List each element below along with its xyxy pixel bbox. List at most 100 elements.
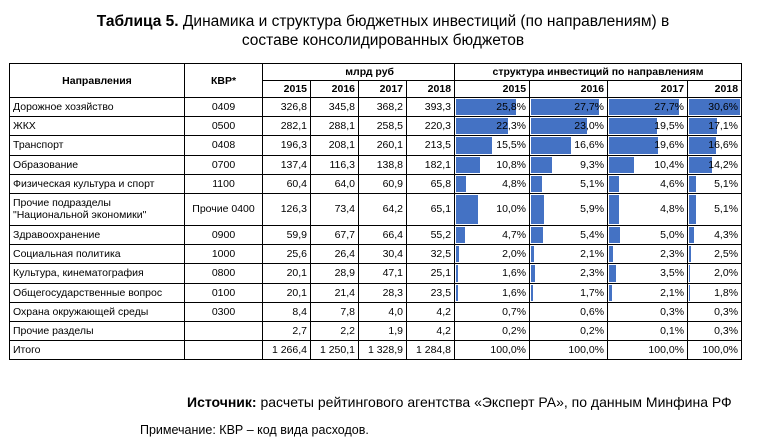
investment-table: Направления КВР* млрд руб структура инве… bbox=[9, 63, 743, 361]
value-cell: 196,3 bbox=[262, 135, 311, 156]
row-kvr: 0100 bbox=[184, 282, 263, 303]
header-share-year-2015: 2015 bbox=[454, 80, 531, 98]
share-bar bbox=[609, 246, 613, 263]
share-value: 19,6% bbox=[654, 139, 685, 152]
table-row: Итого 1 266,4 1 250,1 1 328,9 1 284,8 100,0% 1… bbox=[9, 340, 743, 361]
share-value: 4,8% bbox=[660, 203, 685, 216]
share-bar bbox=[609, 265, 617, 282]
share-value: 5,1% bbox=[580, 177, 605, 190]
row-name: Физическая культура и спорт bbox=[9, 173, 185, 194]
share-cell: 23,0% bbox=[529, 116, 609, 137]
row-kvr: Прочие 0400 bbox=[184, 192, 263, 226]
header-structure: структура инвестиций по направлениям bbox=[454, 63, 743, 81]
table-row: Прочие подразделы "Национальной экономик… bbox=[9, 192, 743, 226]
row-kvr: 0500 bbox=[184, 116, 263, 137]
share-cell: 2,3% bbox=[607, 244, 689, 265]
share-cell: 100,0% bbox=[454, 340, 531, 361]
share-cell: 30,6% bbox=[687, 96, 743, 118]
share-cell: 5,1% bbox=[687, 173, 743, 194]
share-bar bbox=[689, 99, 741, 116]
share-cell: 5,1% bbox=[529, 173, 609, 194]
share-value: 16,6% bbox=[574, 139, 605, 152]
share-bar bbox=[609, 118, 658, 135]
row-kvr: 0800 bbox=[184, 263, 263, 284]
share-cell: 4,7% bbox=[454, 224, 531, 246]
value-cell: 66,4 bbox=[358, 224, 407, 246]
value-cell: 345,8 bbox=[310, 96, 359, 118]
share-bar bbox=[531, 194, 544, 224]
share-bar bbox=[456, 137, 492, 154]
share-cell: 27,7% bbox=[529, 96, 609, 118]
table-row: Культура, кинематография 0800 20,1 28,9 47,1… bbox=[9, 263, 743, 284]
row-name: ЖКХ bbox=[9, 116, 185, 137]
share-value: 5,4% bbox=[580, 229, 605, 242]
share-value: 0,1% bbox=[660, 324, 685, 337]
table-row: Физическая культура и спорт 1100 60,4 64,0 6… bbox=[9, 173, 743, 194]
share-value: 25,8% bbox=[496, 101, 527, 114]
source-note: Источник: расчеты рейтингового агентства… bbox=[187, 394, 732, 410]
row-kvr: 0300 bbox=[184, 301, 263, 322]
share-bar bbox=[531, 118, 587, 135]
value-cell: 393,3 bbox=[405, 96, 456, 118]
share-cell: 4,8% bbox=[454, 173, 531, 194]
value-cell: 21,4 bbox=[310, 282, 359, 303]
share-value: 16,6% bbox=[708, 139, 739, 152]
share-cell: 9,3% bbox=[529, 154, 609, 175]
table-row: Образование 0700 137,4 116,3 138,8 182,1 10,8%… bbox=[9, 154, 743, 175]
share-value: 2,3% bbox=[660, 248, 685, 261]
share-value: 2,0% bbox=[714, 267, 739, 280]
share-bar bbox=[689, 175, 696, 192]
value-cell: 2,2 bbox=[310, 320, 359, 342]
share-value: 100,0% bbox=[648, 344, 685, 357]
share-value: 4,3% bbox=[714, 229, 739, 242]
table-row: Прочие разделы 2,7 2,2 1,9 4,2 0,2% 0,2% 0,1% 0,… bbox=[9, 320, 743, 342]
share-bar bbox=[531, 156, 553, 173]
header-money-year-2017: 2017 bbox=[358, 80, 407, 98]
share-cell: 4,3% bbox=[687, 224, 743, 246]
value-cell: 59,9 bbox=[262, 224, 311, 246]
share-value: 10,4% bbox=[654, 158, 685, 171]
share-bar bbox=[531, 99, 599, 116]
share-bar bbox=[689, 137, 716, 154]
share-value: 23,0% bbox=[574, 120, 605, 133]
share-cell: 19,5% bbox=[607, 116, 689, 137]
share-value: 30,6% bbox=[708, 101, 739, 114]
value-cell: 138,8 bbox=[358, 154, 407, 175]
share-value: 4,6% bbox=[660, 177, 685, 190]
share-value: 3,5% bbox=[660, 267, 685, 280]
share-bar bbox=[456, 226, 466, 244]
share-value: 5,1% bbox=[714, 177, 739, 190]
row-name: Охрана окружающей среды bbox=[9, 301, 185, 322]
value-cell: 258,5 bbox=[358, 116, 407, 137]
header-share-year-2017: 2017 bbox=[607, 80, 689, 98]
share-value: 22,3% bbox=[496, 120, 527, 133]
row-name: Дорожное хозяйство bbox=[9, 96, 185, 118]
share-cell: 100,0% bbox=[607, 340, 689, 361]
row-kvr: 0700 bbox=[184, 154, 263, 175]
value-cell: 213,5 bbox=[405, 135, 456, 156]
share-bar bbox=[456, 265, 458, 282]
share-cell: 5,0% bbox=[607, 224, 689, 246]
value-cell: 7,8 bbox=[310, 301, 359, 322]
value-cell: 64,2 bbox=[358, 192, 407, 226]
value-cell: 28,3 bbox=[358, 282, 407, 303]
share-bar bbox=[456, 246, 459, 263]
value-cell: 25,6 bbox=[262, 244, 311, 265]
share-cell: 1,7% bbox=[529, 282, 609, 303]
share-value: 0,3% bbox=[714, 305, 739, 318]
share-bar bbox=[609, 175, 619, 192]
share-cell: 0,3% bbox=[687, 301, 743, 322]
share-cell: 2,0% bbox=[454, 244, 531, 265]
value-cell: 282,1 bbox=[262, 116, 311, 137]
share-value: 100,0% bbox=[490, 344, 527, 357]
row-name: Итого bbox=[9, 340, 185, 361]
share-cell: 0,2% bbox=[454, 320, 531, 342]
share-cell: 2,1% bbox=[529, 244, 609, 265]
share-cell: 0,6% bbox=[529, 301, 609, 322]
share-bar bbox=[689, 118, 717, 135]
share-cell: 0,2% bbox=[529, 320, 609, 342]
table-row: Социальная политика 1000 25,6 26,4 30,4 32,5 2… bbox=[9, 244, 743, 265]
table-row: Здравоохранение 0900 59,9 67,7 66,4 55,2 4,7% 5… bbox=[9, 224, 743, 246]
share-value: 14,2% bbox=[708, 158, 739, 171]
share-bar bbox=[689, 156, 712, 173]
